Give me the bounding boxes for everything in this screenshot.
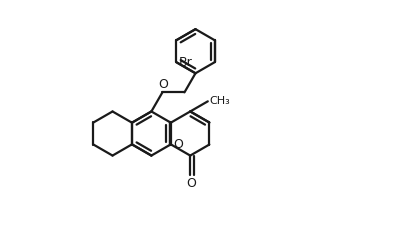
Text: O: O [159,78,169,91]
Text: O: O [186,177,196,191]
Text: CH₃: CH₃ [209,96,230,106]
Text: O: O [174,138,183,151]
Text: Br: Br [178,56,192,69]
